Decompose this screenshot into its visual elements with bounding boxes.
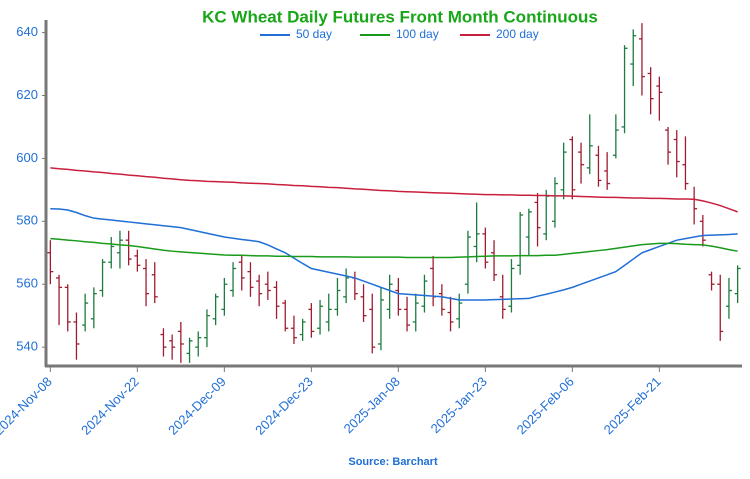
x-tick-label: 2025-Jan-08 <box>341 374 403 436</box>
legend-label: 100 day <box>396 27 439 41</box>
y-tick-label: 560 <box>16 276 38 291</box>
x-tick-label: 2025-Jan-23 <box>428 374 490 436</box>
moving-average-line <box>50 237 738 259</box>
y-tick-label: 640 <box>16 24 38 39</box>
chart-title: KC Wheat Daily Futures Front Month Conti… <box>202 7 598 26</box>
x-tick-label: 2024-Nov-22 <box>78 374 142 438</box>
x-tick-label: 2024-Dec-09 <box>165 374 229 438</box>
x-tick-label: 2024-Nov-08 <box>0 374 55 438</box>
y-tick-label: 620 <box>16 87 38 102</box>
y-tick-label: 580 <box>16 213 38 228</box>
source-note: Source: Barchart <box>348 456 438 468</box>
legend-label: 200 day <box>496 27 539 41</box>
x-tick-label: 2025-Feb-06 <box>514 374 577 437</box>
moving-average-line <box>50 207 738 301</box>
y-tick-label: 600 <box>16 150 38 165</box>
x-tick-label: 2024-Dec-23 <box>252 374 316 438</box>
moving-average-line <box>50 167 738 213</box>
x-tick-label: 2025-Feb-21 <box>601 374 664 437</box>
y-tick-label: 540 <box>16 339 38 354</box>
legend-label: 50 day <box>296 27 332 41</box>
